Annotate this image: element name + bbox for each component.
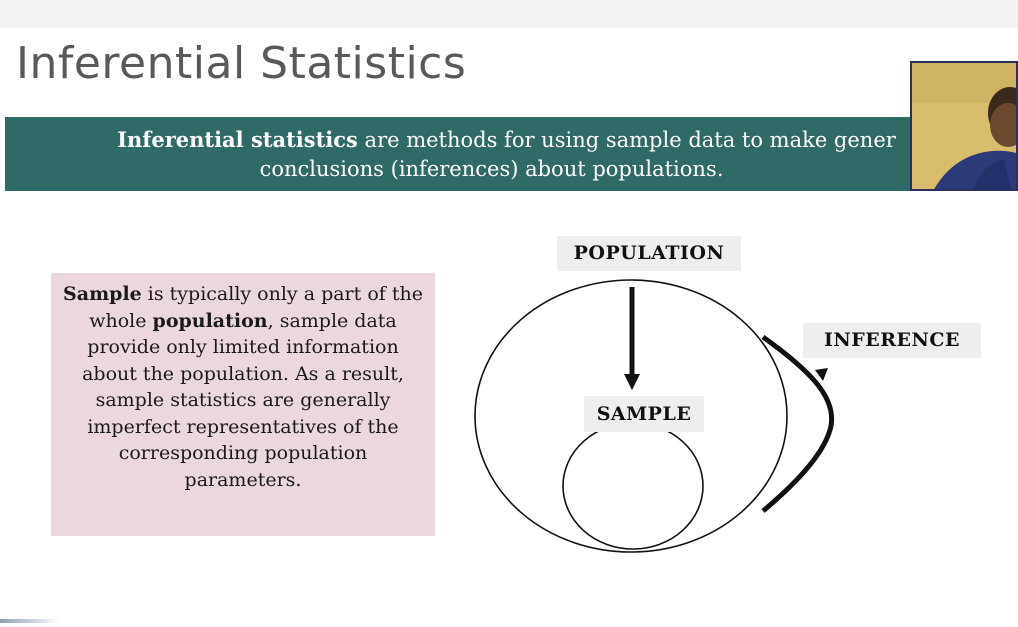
sample-label: SAMPLE [584,396,704,432]
sample-text-1: is typically only a part of the whole [89,283,423,332]
banner-bold-term: Inferential statistics [117,127,358,152]
definition-banner: Inferential statistics are methods for u… [5,117,1018,191]
inference-label: INFERENCE [803,323,981,358]
banner-line-1-rest: are methods for using sample data to mak… [357,128,896,152]
population-term: population [152,309,268,332]
sample-text-2: , sample data provide only limited infor… [82,309,404,491]
sample-explanation-box: Sample is typically only a part of the w… [51,273,435,536]
presenter-webcam-icon [912,63,1016,189]
top-strip [0,0,1018,28]
presenter-webcam [910,61,1018,191]
bottom-accent [0,619,60,623]
sample-term: Sample [63,283,142,305]
population-label: POPULATION [557,236,741,271]
banner-line-1: Inferential statistics are methods for u… [5,125,978,155]
banner-line-2: conclusions (inferences) about populatio… [259,157,724,181]
slide-title: Inferential Statistics [16,38,467,89]
